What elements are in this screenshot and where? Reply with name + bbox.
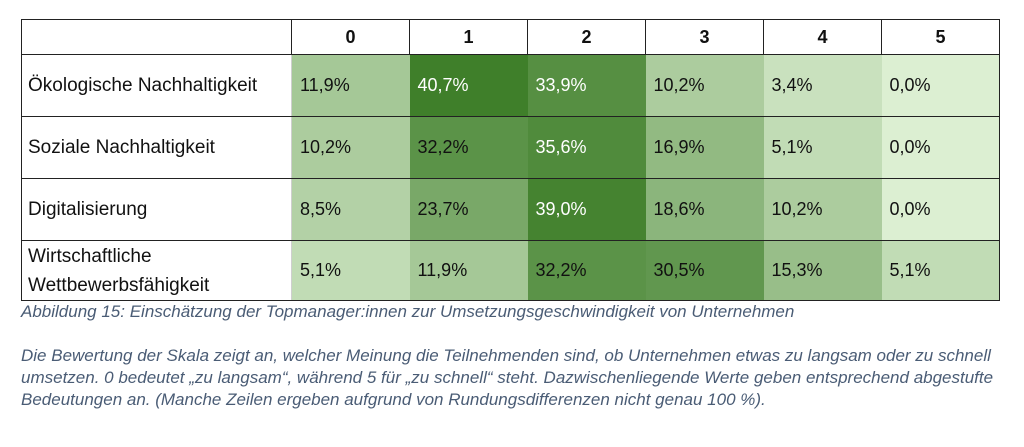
column-header: 5 bbox=[881, 19, 1000, 55]
column-header: 3 bbox=[645, 19, 764, 55]
row-label: Digitalisierung bbox=[21, 178, 292, 241]
heatmap-cell: 8,5% bbox=[291, 178, 410, 241]
heatmap-cell: 32,2% bbox=[527, 240, 646, 301]
heatmap-table: 0 1 2 3 4 5 Ökologische Nachhaltigkeit 1… bbox=[21, 19, 1000, 301]
row-label: Ökologische Nachhaltigkeit bbox=[21, 54, 292, 117]
heatmap-cell: 16,9% bbox=[645, 116, 764, 179]
heatmap-cell: 0,0% bbox=[881, 178, 1000, 241]
heatmap-cell: 0,0% bbox=[881, 54, 1000, 117]
header-row: 0 1 2 3 4 5 bbox=[21, 19, 1000, 55]
row-label: Soziale Nachhaltigkeit bbox=[21, 116, 292, 179]
heatmap-cell: 15,3% bbox=[763, 240, 882, 301]
heatmap-cell: 10,2% bbox=[645, 54, 764, 117]
heatmap-cell: 30,5% bbox=[645, 240, 764, 301]
heatmap-cell: 40,7% bbox=[409, 54, 528, 117]
heatmap-cell: 39,0% bbox=[527, 178, 646, 241]
column-header: 0 bbox=[291, 19, 410, 55]
heatmap-cell: 10,2% bbox=[763, 178, 882, 241]
row-label: Wirtschaftliche Wettbewerbsfähigkeit bbox=[21, 240, 292, 301]
heatmap-cell: 32,2% bbox=[409, 116, 528, 179]
table-row: Wirtschaftliche Wettbewerbsfähigkeit 5,1… bbox=[21, 240, 1000, 301]
heatmap-cell: 18,6% bbox=[645, 178, 764, 241]
heatmap-cell: 5,1% bbox=[291, 240, 410, 301]
heatmap-cell: 0,0% bbox=[881, 116, 1000, 179]
table-row: Digitalisierung 8,5% 23,7% 39,0% 18,6% 1… bbox=[21, 178, 1000, 241]
heatmap-cell: 5,1% bbox=[763, 116, 882, 179]
heatmap-cell: 10,2% bbox=[291, 116, 410, 179]
table-row: Soziale Nachhaltigkeit 10,2% 32,2% 35,6%… bbox=[21, 116, 1000, 179]
column-header: 1 bbox=[409, 19, 528, 55]
column-header: 2 bbox=[527, 19, 646, 55]
heatmap-cell: 35,6% bbox=[527, 116, 646, 179]
heatmap-cell: 3,4% bbox=[763, 54, 882, 117]
heatmap-cell: 23,7% bbox=[409, 178, 528, 241]
heatmap-cell: 11,9% bbox=[291, 54, 410, 117]
figure-caption: Abbildung 15: Einschätzung der Topmanage… bbox=[21, 302, 795, 321]
heatmap-cell: 33,9% bbox=[527, 54, 646, 117]
heatmap-cell: 11,9% bbox=[409, 240, 528, 301]
figure-description: Die Bewertung der Skala zeigt an, welche… bbox=[21, 346, 994, 409]
heatmap-cell: 5,1% bbox=[881, 240, 1000, 301]
table-row: Ökologische Nachhaltigkeit 11,9% 40,7% 3… bbox=[21, 54, 1000, 117]
column-header: 4 bbox=[763, 19, 882, 55]
corner-cell bbox=[21, 19, 292, 55]
